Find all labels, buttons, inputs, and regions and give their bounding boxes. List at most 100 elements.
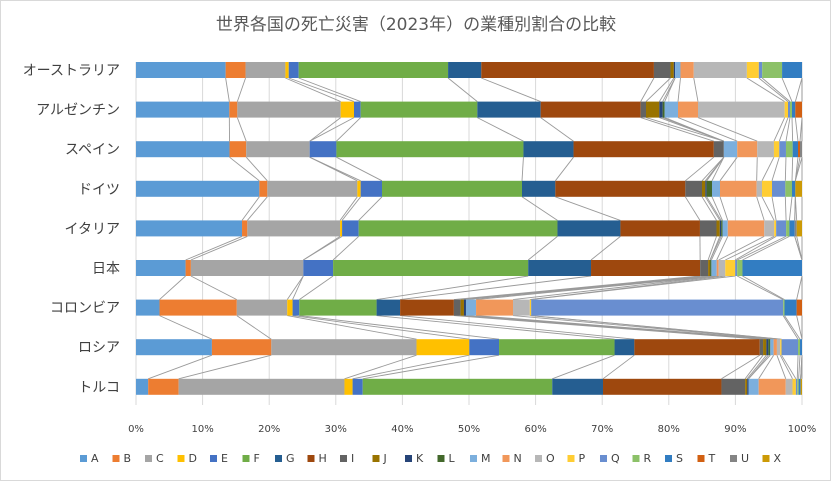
series-line (447, 77, 478, 102)
bar-segment-H (481, 62, 654, 78)
bar-segment-O (785, 378, 793, 395)
series-line (178, 354, 272, 380)
bar-segment-R (798, 339, 801, 356)
series-line (782, 315, 799, 340)
category-label: ドイツ (78, 182, 120, 198)
bar-segment-B (229, 141, 247, 158)
legend-item: G (275, 452, 295, 465)
series-line (309, 117, 341, 142)
series-line (779, 354, 793, 380)
bar-segment-X (796, 220, 802, 237)
bar-segment-P (725, 260, 736, 276)
bar-segment-R (783, 299, 785, 316)
series-line (465, 275, 712, 301)
bar-segment-F (336, 141, 524, 158)
bar-segment-J (716, 220, 720, 237)
series-line (677, 117, 738, 142)
legend-label: M (481, 452, 491, 465)
x-tick-label: 50% (458, 424, 480, 435)
series-line (701, 196, 717, 221)
series-line (761, 156, 775, 182)
series-line (725, 235, 775, 261)
value-axis-tick-labels: 0% 10% 20% 30% 40% 50% 60% 70% 80% 90% 100% (128, 424, 816, 435)
bar-segment-C (237, 101, 341, 118)
bar-segment-S (800, 339, 802, 356)
legend-item: O (535, 452, 555, 465)
bar-segment-I (713, 141, 724, 158)
legend-item: F (242, 452, 260, 465)
series-line (344, 354, 417, 380)
series-line (453, 275, 701, 301)
legend-swatch (177, 455, 185, 462)
bar-segment-F (382, 180, 522, 197)
bar-segment-B (211, 339, 272, 356)
bar-segment-A (136, 141, 230, 158)
bar-segment-U (794, 220, 797, 237)
bar-segment-B (225, 62, 246, 78)
x-tick-label: 70% (591, 424, 613, 435)
series-line (159, 275, 186, 300)
bar-segment-C (246, 141, 310, 158)
bar-segment-E (288, 62, 299, 78)
series-line (746, 77, 785, 102)
bar-segment-P (773, 141, 780, 158)
bar-segment-P (774, 220, 777, 237)
series-line (685, 156, 715, 182)
bar-segment-G (614, 339, 635, 356)
x-tick-label: 60% (524, 424, 546, 435)
series-line (229, 156, 260, 182)
bar-segment-L (768, 339, 771, 356)
bar-segment-I (699, 220, 717, 237)
series-line (761, 196, 775, 221)
bar-segment-A (136, 220, 243, 237)
bar-segment-O (718, 260, 726, 276)
series-line (512, 275, 719, 301)
bar-segment-N (758, 378, 786, 395)
bar-segment-F (362, 378, 553, 395)
bar-segment-D (357, 180, 361, 197)
bars (136, 62, 802, 395)
series-line (746, 354, 767, 380)
series-line (684, 196, 701, 221)
series-line (785, 117, 791, 142)
series-line (339, 196, 358, 221)
x-tick-label: 10% (191, 424, 213, 435)
series-line (796, 236, 803, 261)
category-label: トルコ (78, 380, 120, 396)
series-line (640, 77, 655, 102)
bar-segment-X (800, 378, 802, 395)
series-line (716, 236, 729, 261)
bar-segment-N (773, 339, 777, 356)
series-line (697, 117, 758, 142)
legend-item: I (340, 452, 354, 465)
series-line (758, 77, 789, 102)
bar-segment-M (748, 378, 759, 395)
series-line (704, 196, 721, 221)
series-line (748, 354, 771, 380)
series-line (236, 77, 246, 102)
series-line (476, 315, 774, 340)
series-line (531, 315, 782, 340)
bar-segment-E (469, 339, 500, 356)
series-line (288, 77, 355, 103)
series-line (796, 315, 803, 340)
bar-segment-B (242, 220, 248, 237)
series-line (236, 117, 247, 142)
legend-label: I (351, 452, 354, 465)
bar-segment-E (360, 180, 382, 197)
bar-segment-A (136, 62, 226, 78)
bar-segment-Q (772, 180, 786, 197)
bar-segment-T (795, 101, 802, 118)
legend-item: Q (600, 452, 620, 465)
bar-segment-I (653, 62, 671, 78)
bar-segment-H (591, 260, 701, 276)
legend-swatch (112, 455, 120, 462)
series-line (225, 77, 230, 102)
legend-item: N (502, 452, 522, 465)
category-label: オーストラリア (23, 63, 120, 79)
bar-segment-E (354, 101, 361, 118)
series-line (645, 77, 671, 102)
series-line (796, 355, 799, 379)
bar-segment-I (700, 260, 709, 276)
